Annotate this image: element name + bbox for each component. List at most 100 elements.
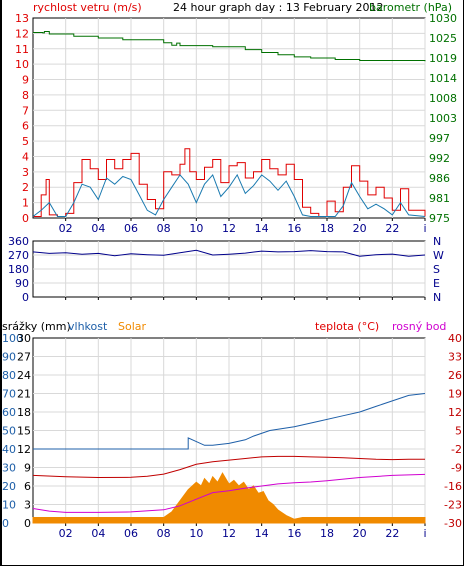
direction-compass-label: S (433, 263, 440, 276)
wind-y-tick-label: 3 (22, 166, 29, 179)
wind-y-tick-label: 9 (22, 74, 29, 87)
rain-y-tick-label: 0 (24, 517, 31, 530)
dew-point-line (32, 473, 426, 513)
wind-y-tick-label: 10 (15, 58, 29, 71)
direction-y-tick-label: 0 (22, 291, 29, 304)
wind-barometer-chart: 0123456789101112139759819869929971003100… (15, 12, 457, 235)
wind-y-tick-label: 4 (22, 150, 29, 163)
direction-y-tick-label: 270 (8, 249, 29, 262)
wind-chart-x-tick-label: 18 (320, 222, 334, 235)
wind-chart-x-tick-label: i (423, 222, 426, 235)
temperature-axis-title: teplota (°C) (315, 320, 379, 333)
wind-chart-x-tick-label: 20 (353, 222, 367, 235)
temperature-y-tick-label: -16 (444, 480, 462, 493)
wind-y-tick-label: 0 (22, 212, 29, 225)
climate-chart-x-tick-label: 22 (385, 527, 399, 540)
wind-gust-line (33, 148, 426, 217)
climate-chart-x-tick-label: 02 (59, 527, 73, 540)
wind-chart-x-tick-label: 16 (287, 222, 301, 235)
rain-axis-title: srážky (mm) (2, 320, 71, 333)
wind-chart-x-tick-label: 12 (222, 222, 236, 235)
barometer-y-tick-label: 981 (429, 192, 450, 205)
temperature-y-tick-label: 12 (448, 406, 462, 419)
wind-y-tick-label: 7 (22, 104, 29, 117)
temperature-y-tick-label: 5 (455, 425, 462, 438)
wind-chart-x-tick-label: 02 (59, 222, 73, 235)
climate-chart-x-tick-label: 08 (157, 527, 171, 540)
humidity-y-tick-label: 100 (2, 332, 23, 345)
rain-y-tick-label: 18 (17, 406, 31, 419)
wind-chart-x-tick-label: 22 (385, 222, 399, 235)
chart-title: 24 hour graph day : 13 February 2012 (173, 1, 384, 14)
wind-chart-x-tick-label: 10 (189, 222, 203, 235)
temperature-y-tick-label: 33 (448, 351, 462, 364)
rain-y-tick-label: 12 (17, 443, 31, 456)
rain-y-tick-label: 27 (17, 351, 31, 364)
barometer-y-tick-label: 1030 (429, 12, 457, 25)
temperature-line (32, 455, 425, 479)
direction-compass-label: N (433, 235, 441, 248)
wind-chart-x-tick-label: 14 (255, 222, 269, 235)
rain-y-tick-label: 21 (17, 388, 31, 401)
direction-y-tick-label: 360 (8, 235, 29, 248)
barometer-y-tick-label: 1003 (429, 112, 457, 125)
temperature-y-tick-label: -30 (444, 517, 462, 530)
wind-y-tick-label: 5 (22, 135, 29, 148)
climate-chart-x-tick-label: 14 (255, 527, 269, 540)
humidity-y-tick-label: 20 (2, 480, 16, 493)
wind-y-tick-label: 1 (22, 197, 29, 210)
humidity-y-tick-label: 30 (2, 462, 16, 475)
humidity-line (33, 393, 426, 450)
humidity-y-tick-label: 0 (2, 517, 9, 530)
wind-speed-axis-title: rychlost vetru (m/s) (33, 1, 142, 14)
humidity-y-tick-label: 40 (2, 443, 16, 456)
solar-area (32, 472, 426, 524)
temperature-y-tick-label: -9 (451, 462, 462, 475)
humidity-axis-title: vlhkost (68, 320, 108, 333)
wind-direction-line (32, 249, 426, 257)
humidity-y-tick-label: 10 (2, 499, 16, 512)
barometer-y-tick-label: 1014 (429, 72, 457, 85)
climate-chart-x-tick-label: 16 (287, 527, 301, 540)
climate-chart-x-tick-label: 04 (91, 527, 105, 540)
climate-chart-x-tick-label: 20 (353, 527, 367, 540)
wind-y-tick-label: 6 (22, 120, 29, 133)
barometer-y-tick-label: 975 (429, 212, 450, 225)
temperature-y-tick-label: -23 (444, 499, 462, 512)
wind-y-tick-label: 12 (15, 27, 29, 40)
direction-compass-label: E (433, 277, 440, 290)
humidity-y-tick-label: 70 (2, 388, 16, 401)
climate-chart-x-tick-label: 18 (320, 527, 334, 540)
temperature-y-tick-label: -2 (451, 443, 462, 456)
barometer-axis-title: barometr (hPa) (369, 1, 452, 14)
wind-y-tick-label: 8 (22, 89, 29, 102)
direction-compass-label: W (433, 249, 444, 262)
wind-chart-x-tick-label: 08 (157, 222, 171, 235)
humidity-y-tick-label: 90 (2, 351, 16, 364)
rain-y-tick-label: 3 (24, 499, 31, 512)
temperature-y-tick-label: 40 (448, 332, 462, 345)
wind-chart-x-tick-label: 06 (124, 222, 138, 235)
rain-y-tick-label: 15 (17, 425, 31, 438)
temperature-y-tick-label: 26 (448, 369, 462, 382)
climate-chart-x-tick-label: 10 (189, 527, 203, 540)
wind-average-line (32, 173, 426, 217)
barometer-y-tick-label: 992 (429, 152, 450, 165)
wind-y-tick-label: 11 (15, 43, 29, 56)
humidity-y-tick-label: 80 (2, 369, 16, 382)
wind-y-tick-label: 13 (15, 12, 29, 25)
barometer-y-tick-label: 997 (429, 132, 450, 145)
climate-chart-x-tick-label: 12 (222, 527, 236, 540)
barometer-y-tick-label: 986 (429, 172, 450, 185)
barometer-line (33, 31, 426, 62)
wind-y-tick-label: 2 (22, 181, 29, 194)
direction-y-tick-label: 90 (15, 277, 29, 290)
barometer-y-tick-label: 1008 (429, 92, 457, 105)
dew-point-axis-title: rosný bod (392, 320, 446, 333)
barometer-y-tick-label: 1019 (429, 52, 457, 65)
wind-chart-x-tick-label: 04 (91, 222, 105, 235)
temperature-y-tick-label: 19 (448, 388, 462, 401)
